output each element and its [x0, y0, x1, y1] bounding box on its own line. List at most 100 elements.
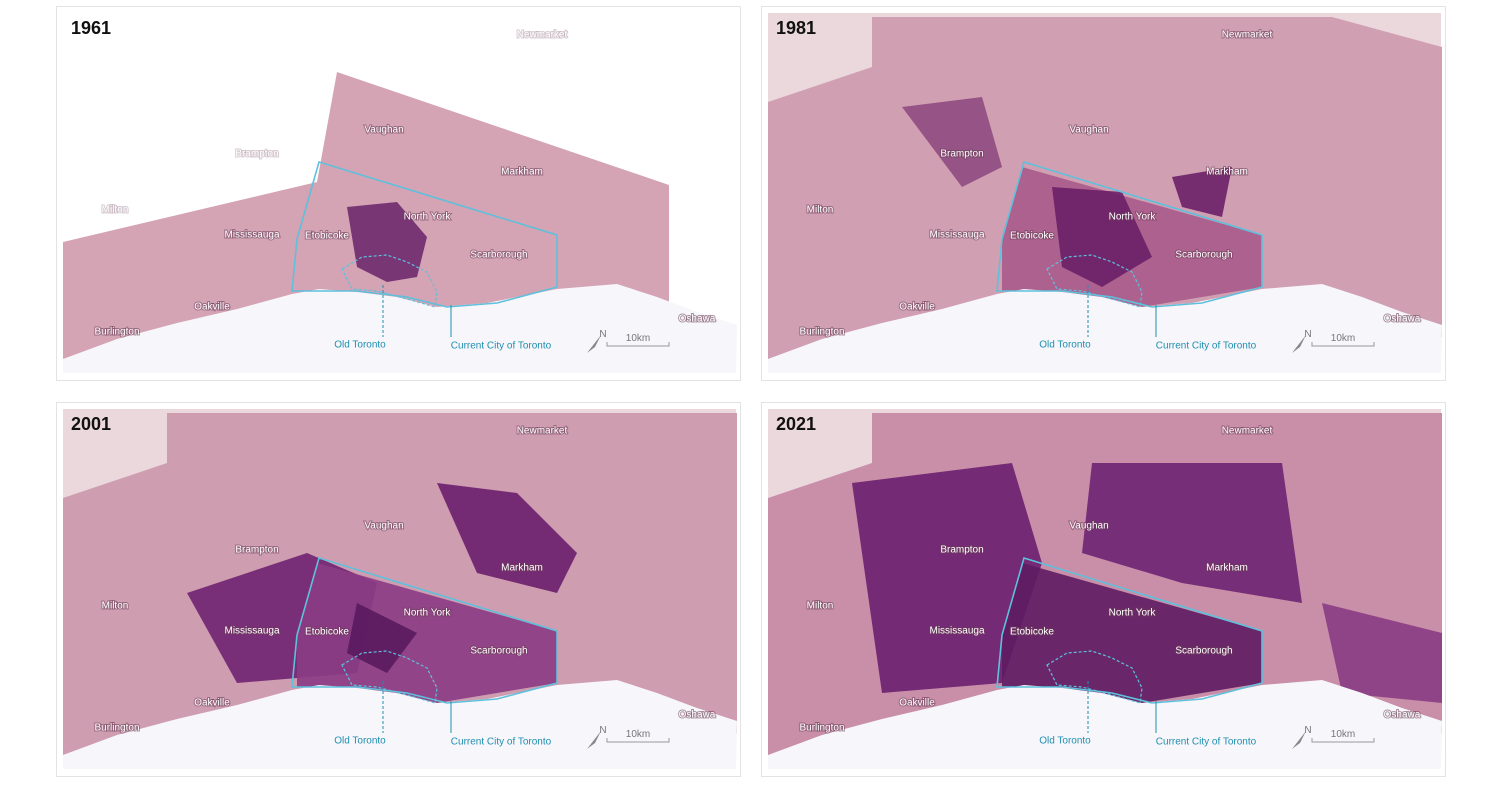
current-city-label: Current City of Toronto [451, 737, 552, 748]
place-label: Milton [807, 205, 834, 216]
toronto-boundary [291, 556, 558, 704]
old-toronto-boundary [1046, 650, 1143, 704]
place-label: Burlington [94, 327, 139, 338]
map: 1981 Newmarket Vaughan Brampton Markham Milto… [768, 13, 1442, 373]
old-toronto-boundary [341, 254, 438, 308]
map-panel: 1961 Newmarket Vaughan Brampton Markham Milto… [56, 6, 741, 381]
place-label: Scarborough [470, 250, 527, 261]
place-label: Oakville [194, 698, 230, 709]
scale-bar [1311, 342, 1375, 347]
place-label: Mississauga [224, 626, 279, 637]
scale-label: 10km [626, 729, 650, 740]
place-label: Etobicoke [305, 231, 349, 242]
place-label: Mississauga [929, 230, 984, 241]
place-label: North York [1109, 212, 1157, 223]
scale-label: 10km [626, 333, 650, 344]
scale-label: 10km [1331, 333, 1355, 344]
scale-bar [606, 738, 670, 743]
north-arrow [587, 335, 601, 353]
map: 1961 Newmarket Vaughan Brampton Markham Milto… [63, 18, 737, 373]
north-label: N [599, 725, 606, 736]
place-label: Mississauga [929, 626, 984, 637]
place-label: Vaughan [1069, 521, 1108, 532]
old-toronto-boundary [341, 650, 438, 704]
place-label: North York [404, 212, 452, 223]
density-area [1322, 603, 1442, 703]
year-title: 1961 [71, 18, 111, 38]
place-label: Brampton [235, 149, 278, 160]
density-area [437, 483, 577, 593]
place-label: Newmarket [1222, 30, 1273, 41]
scale-label: 10km [1331, 729, 1355, 740]
current-city-label: Current City of Toronto [1156, 737, 1257, 748]
place-label: Markham [501, 563, 543, 574]
place-label: Etobicoke [1010, 231, 1054, 242]
place-label: Brampton [235, 545, 278, 556]
place-label: Oshawa [1384, 314, 1421, 325]
place-label: Markham [1206, 563, 1248, 574]
land [768, 17, 1442, 359]
current-city-label: Current City of Toronto [1156, 341, 1257, 352]
year-title: 1981 [776, 18, 816, 38]
place-label: Milton [807, 601, 834, 612]
density-area [1172, 167, 1232, 217]
north-arrow [1292, 335, 1306, 353]
map-panel: 2021 Newmarket Vaughan Brampton Markham Milto… [761, 402, 1446, 777]
place-label: Newmarket [517, 426, 568, 437]
place-label: Markham [1206, 167, 1248, 178]
north-label: N [1304, 725, 1311, 736]
map-panel: 1981 Newmarket Vaughan Brampton Markham Milto… [761, 6, 1446, 381]
place-label: Burlington [94, 723, 139, 734]
density-area [852, 463, 1042, 693]
lake [768, 680, 1442, 769]
place-label: Oshawa [1384, 710, 1421, 721]
north-label: N [599, 329, 606, 340]
north-label: N [1304, 329, 1311, 340]
place-label: Oshawa [679, 314, 716, 325]
place-label: Oakville [194, 302, 230, 313]
place-label: Burlington [799, 327, 844, 338]
place-label: Newmarket [517, 30, 568, 41]
old-toronto-label: Old Toronto [334, 340, 386, 351]
density-area [1002, 563, 1262, 703]
year-title: 2021 [776, 414, 816, 434]
place-label: Oshawa [679, 710, 716, 721]
current-city-label: Current City of Toronto [451, 341, 552, 352]
map: 2021 Newmarket Vaughan Brampton Markham Milto… [768, 409, 1442, 769]
density-area [347, 202, 427, 282]
place-label: Oakville [899, 302, 935, 313]
place-label: Vaughan [1069, 125, 1108, 136]
density-area [297, 563, 557, 703]
place-label: Burlington [799, 723, 844, 734]
scale-bar [606, 342, 670, 347]
lake [768, 284, 1442, 373]
place-label: Vaughan [364, 125, 403, 136]
place-label: Oakville [899, 698, 935, 709]
place-label: Scarborough [470, 646, 527, 657]
place-label: North York [1109, 608, 1157, 619]
scale-bar [1311, 738, 1375, 743]
density-area [1052, 187, 1152, 287]
map-panel: 2001 Newmarket Vaughan Brampton Markham Milto… [56, 402, 741, 777]
place-label: Brampton [940, 149, 983, 160]
lake [63, 680, 737, 769]
density-area [902, 97, 1002, 187]
place-label: Vaughan [364, 521, 403, 532]
place-label: Markham [501, 167, 543, 178]
toronto-boundary [996, 160, 1263, 308]
old-toronto-boundary [1046, 254, 1143, 308]
year-title: 2001 [71, 414, 111, 434]
north-arrow [587, 731, 601, 749]
place-label: Mississauga [224, 230, 279, 241]
place-label: Milton [102, 601, 129, 612]
map: 2001 Newmarket Vaughan Brampton Markham Milto… [63, 409, 737, 769]
place-label: North York [404, 608, 452, 619]
place-label: Etobicoke [1010, 627, 1054, 638]
density-area [1082, 463, 1302, 603]
place-label: Milton [102, 205, 129, 216]
toronto-boundary [996, 556, 1263, 704]
place-label: Etobicoke [305, 627, 349, 638]
old-toronto-label: Old Toronto [1039, 340, 1091, 351]
place-label: Newmarket [1222, 426, 1273, 437]
